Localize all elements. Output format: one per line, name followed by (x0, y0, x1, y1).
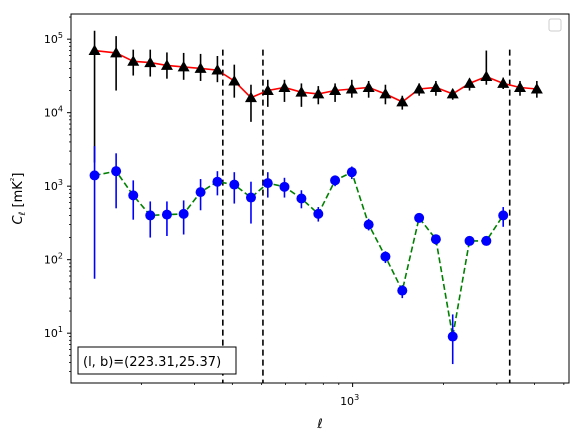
y-axis-title: Cℓ [mK²] (10, 173, 28, 225)
data-point (295, 86, 308, 97)
data-point (177, 60, 190, 72)
data-point (481, 235, 492, 246)
data-point (245, 192, 256, 203)
data-point (530, 82, 543, 94)
data-point (89, 170, 100, 181)
data-point (278, 81, 291, 93)
y-tick-label: 104 (44, 105, 63, 120)
data-series (88, 30, 543, 365)
triangle-series (88, 30, 543, 163)
data-point (160, 59, 173, 70)
data-point (329, 84, 342, 96)
data-point (145, 210, 156, 221)
data-point (127, 55, 140, 66)
data-point (211, 64, 224, 75)
data-point (228, 74, 241, 86)
data-point (296, 193, 307, 204)
data-point (194, 62, 207, 73)
data-point (430, 234, 441, 245)
annotation-frame (77, 346, 237, 375)
data-point (178, 208, 189, 219)
data-point (262, 178, 273, 189)
data-point (480, 70, 493, 82)
data-point (363, 219, 374, 230)
circle-series (89, 146, 509, 365)
data-point (161, 209, 172, 220)
data-point (144, 56, 157, 68)
data-point (312, 87, 325, 99)
data-point (397, 285, 408, 296)
data-point (446, 87, 459, 99)
data-point (379, 87, 392, 99)
data-point (346, 167, 357, 178)
y-tick-label: 101 (44, 325, 63, 340)
data-point (345, 82, 358, 94)
data-point (463, 77, 476, 88)
data-point (128, 190, 139, 201)
data-point (261, 84, 274, 96)
y-tick-label: 103 (44, 178, 63, 193)
vertical-reference-lines (222, 49, 511, 383)
x-axis-title: ℓ (316, 417, 322, 432)
data-point (362, 81, 375, 93)
annotation-box: (l, b)=(223.31,25.37) (77, 346, 237, 375)
data-point (88, 44, 101, 56)
axis-ticks: 101 102 103 104 105 103 (44, 16, 565, 408)
x-tick-label: 103 (340, 393, 359, 408)
annotation-text: (l, b)=(223.31,25.37) (83, 355, 221, 370)
data-point (498, 210, 509, 221)
data-point (111, 166, 122, 177)
data-point (212, 176, 223, 187)
data-point (110, 46, 123, 58)
data-point (229, 179, 240, 190)
data-point (464, 235, 475, 246)
data-point (396, 95, 409, 107)
data-point (514, 81, 527, 93)
data-point (195, 187, 206, 198)
legend-box (548, 18, 562, 32)
y-tick-label: 102 (44, 252, 63, 267)
data-point (414, 212, 425, 223)
data-point (429, 81, 442, 93)
y-tick-label: 105 (44, 31, 63, 46)
data-point (413, 82, 426, 94)
data-point (313, 208, 324, 219)
data-point (497, 77, 510, 88)
data-point (380, 251, 391, 262)
plot-frame (70, 13, 570, 384)
data-point (244, 91, 257, 103)
data-point (330, 175, 341, 186)
data-point (279, 181, 290, 192)
data-point (447, 331, 458, 342)
